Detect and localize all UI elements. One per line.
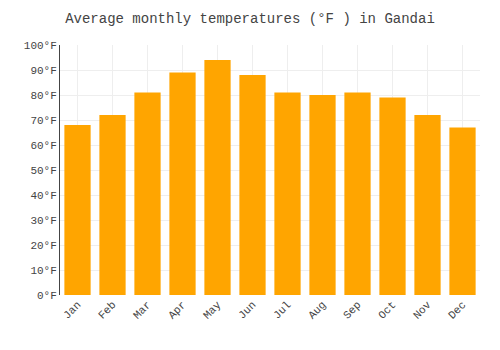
svg-text:Nov: Nov (411, 299, 434, 322)
svg-text:Dec: Dec (446, 299, 468, 321)
svg-text:60°F: 60°F (30, 140, 56, 152)
svg-text:Oct: Oct (376, 299, 398, 321)
svg-text:Sep: Sep (341, 299, 363, 321)
svg-text:70°F: 70°F (30, 115, 56, 127)
svg-text:Jul: Jul (271, 299, 293, 321)
svg-text:Mar: Mar (131, 299, 153, 321)
svg-text:10°F: 10°F (30, 265, 56, 277)
svg-text:Aug: Aug (306, 299, 328, 321)
svg-text:Average monthly temperatures (: Average monthly temperatures (°F ) in Ga… (65, 11, 435, 27)
svg-text:50°F: 50°F (30, 165, 56, 177)
svg-text:40°F: 40°F (30, 190, 56, 202)
svg-text:Feb: Feb (96, 299, 118, 321)
svg-text:80°F: 80°F (30, 90, 56, 102)
svg-text:30°F: 30°F (30, 215, 56, 227)
svg-text:Jan: Jan (61, 299, 83, 321)
svg-text:20°F: 20°F (30, 240, 56, 252)
svg-text:100°F: 100°F (24, 40, 57, 52)
svg-text:Apr: Apr (166, 299, 188, 321)
svg-text:Jun: Jun (236, 299, 258, 321)
svg-text:0°F: 0°F (37, 290, 57, 302)
svg-text:90°F: 90°F (30, 65, 56, 77)
svg-text:May: May (201, 299, 224, 322)
